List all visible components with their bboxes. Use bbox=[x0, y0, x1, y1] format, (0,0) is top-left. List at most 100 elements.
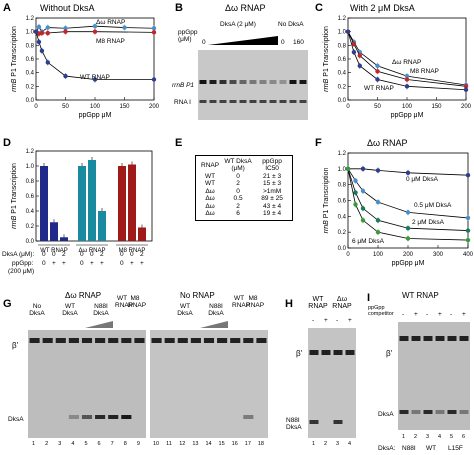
band-beta bbox=[68, 338, 79, 343]
panel-e: E RNAP WT DksA (μM) ppGpp IC50 WT 0 21 ± 3… bbox=[160, 135, 310, 285]
lane-number: 6 bbox=[97, 441, 101, 447]
data-point bbox=[405, 210, 411, 215]
panel-label: F bbox=[315, 137, 322, 149]
ppgpp-value: + bbox=[130, 260, 134, 267]
lane-number: 3 bbox=[58, 441, 62, 447]
band-rnai bbox=[219, 100, 227, 103]
panel-label: A bbox=[3, 2, 11, 14]
y-tick-label: 1.2 bbox=[26, 16, 35, 22]
mark: - bbox=[402, 311, 405, 318]
data-point bbox=[360, 218, 366, 223]
lane-number: 2 bbox=[414, 434, 418, 440]
table-cell: 89 ± 25 bbox=[261, 195, 283, 203]
lane-number: 14 bbox=[205, 441, 212, 447]
ppgpp-label: ppGpp (μM) bbox=[178, 29, 198, 43]
panel-i: I WT RNAP ppGpp competitor - + - + - + β' Dks… bbox=[364, 290, 474, 455]
data-point bbox=[345, 166, 351, 172]
y-tick-label: 1.2 bbox=[338, 16, 347, 22]
bar bbox=[98, 211, 106, 241]
ppgpp-value: 0 bbox=[281, 39, 285, 46]
mark: - bbox=[336, 317, 339, 324]
lane-number: 15 bbox=[218, 441, 225, 447]
nodksa-label: No DksA bbox=[278, 21, 304, 28]
band-dksa bbox=[333, 420, 343, 424]
data-point bbox=[375, 63, 380, 69]
y-tick-label: 0.4 bbox=[26, 209, 35, 215]
wedge bbox=[85, 321, 113, 328]
data-point bbox=[375, 69, 380, 74]
data-point bbox=[353, 202, 358, 207]
y-tick-label: 0.0 bbox=[338, 98, 347, 104]
band-beta bbox=[151, 338, 162, 343]
data-point bbox=[405, 226, 411, 231]
bar bbox=[88, 160, 96, 241]
band-beta bbox=[42, 338, 53, 343]
table-header: ppGpp IC50 bbox=[262, 158, 282, 173]
x-tick-label: 400 bbox=[463, 252, 474, 258]
band-dksa bbox=[411, 410, 421, 414]
lane-number: 3 bbox=[426, 434, 430, 440]
lane-number: 18 bbox=[257, 441, 264, 447]
dksa-value: 2 bbox=[100, 251, 104, 258]
panel-a: A Without DksA 0.0 0.2 0.4 0.6 0.8 1.0 1.2 0 50 1… bbox=[0, 0, 160, 125]
band-dksa bbox=[243, 415, 254, 419]
series-label: Δω RNAP bbox=[392, 59, 421, 66]
ppgpp-value: + bbox=[62, 260, 66, 267]
series-line bbox=[347, 168, 469, 231]
table-cell: 43 ± 4 bbox=[263, 202, 282, 210]
table-cell: WT bbox=[204, 172, 216, 180]
x-tick-label: 200 bbox=[461, 104, 472, 110]
dksa-row-label: DksA: bbox=[378, 445, 396, 452]
y-tick-label: 0.8 bbox=[26, 43, 35, 49]
band-rrnb bbox=[259, 80, 267, 84]
panel-c: C With 2 μM DksA 0.0 0.2 0.4 0.6 0.8 1.0 1.2 0 5… bbox=[312, 0, 474, 125]
table-cell: Δω bbox=[205, 210, 215, 218]
panel-label: D bbox=[3, 137, 11, 149]
ppgpp-value: + bbox=[140, 260, 144, 267]
band-rrnb bbox=[199, 80, 207, 84]
band-beta bbox=[203, 338, 215, 343]
table-cell: 2 bbox=[236, 202, 240, 210]
table-row: Δω 0 >1mM bbox=[199, 188, 289, 195]
data-point bbox=[404, 73, 410, 79]
data-point bbox=[353, 178, 358, 183]
lane-number: 6 bbox=[462, 434, 466, 440]
dksa-value: 0 bbox=[90, 251, 94, 258]
band-beta bbox=[256, 338, 267, 343]
band-beta bbox=[190, 338, 201, 343]
band-dksa bbox=[309, 420, 319, 424]
gel-image-right bbox=[150, 330, 268, 438]
band-beta bbox=[108, 338, 119, 343]
band-dksa bbox=[81, 415, 93, 419]
y-tick-label: 1.2 bbox=[338, 151, 347, 157]
band-rnai bbox=[279, 100, 287, 103]
band-beta bbox=[435, 336, 445, 341]
row-label-rnai: RNA I bbox=[174, 99, 191, 106]
col-label: WT RNAP bbox=[308, 296, 328, 310]
data-point bbox=[375, 77, 380, 82]
mark: - bbox=[312, 317, 315, 324]
band-beta bbox=[134, 338, 145, 343]
ppgpp-value: 0 bbox=[202, 39, 206, 46]
col-label: M8 RNAP bbox=[246, 295, 265, 309]
band-rnai bbox=[269, 100, 277, 103]
data-point bbox=[45, 25, 50, 30]
y-tick-label: 1.2 bbox=[26, 149, 35, 155]
dksa-value: 0 bbox=[80, 251, 84, 258]
ppgpp-value: + bbox=[52, 260, 56, 267]
data-point bbox=[351, 41, 357, 47]
panel-label: H bbox=[285, 298, 293, 310]
panel-label: I bbox=[367, 292, 371, 304]
lane-number: 5 bbox=[450, 434, 454, 440]
band-dksa bbox=[121, 415, 132, 419]
series-label: 6 μM DksA bbox=[352, 238, 385, 245]
data-point bbox=[36, 24, 42, 30]
y-tick-label: 0.6 bbox=[26, 194, 35, 200]
y-tick-label: 0.0 bbox=[338, 246, 347, 252]
y-tick-label: 0.0 bbox=[26, 98, 35, 104]
panel-title: Without DksA bbox=[40, 3, 95, 13]
dksa-value: 0 bbox=[52, 251, 56, 258]
data-point bbox=[36, 39, 42, 45]
x-tick-label: 100 bbox=[90, 104, 101, 110]
ppgpp-value: 0 bbox=[42, 260, 46, 267]
